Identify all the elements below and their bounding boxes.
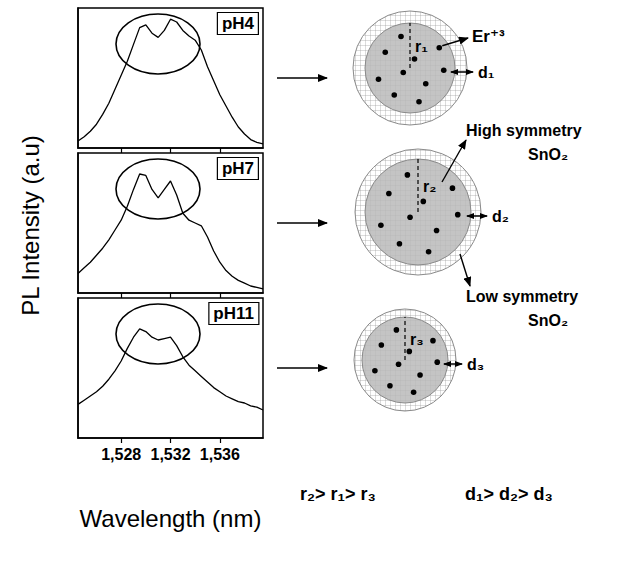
svg-text:High symmetry: High symmetry [466,122,582,139]
svg-text:SnO₂: SnO₂ [528,146,568,163]
svg-text:1,528: 1,528 [101,446,141,463]
svg-text:pH7: pH7 [222,159,254,178]
svg-text:Wavelength (nm): Wavelength (nm) [80,505,262,532]
svg-text:pH11: pH11 [213,304,254,323]
svg-text:pH4: pH4 [222,14,255,33]
svg-text:r₃: r₃ [410,331,424,348]
svg-text:d₁: d₁ [478,64,495,81]
svg-text:Er⁺³: Er⁺³ [472,27,505,46]
svg-text:1,532: 1,532 [150,446,190,463]
svg-text:r₂> r₁> r₃: r₂> r₁> r₃ [300,484,376,504]
svg-text:d₂: d₂ [492,208,509,225]
svg-text:r₂: r₂ [423,178,436,195]
svg-text:d₁> d₂> d₃: d₁> d₂> d₃ [465,484,553,504]
svg-text:PL Intensity (a.u): PL Intensity (a.u) [17,135,44,316]
svg-text:r₁: r₁ [415,38,428,55]
svg-text:1,536: 1,536 [200,446,240,463]
svg-text:d₃: d₃ [467,356,484,373]
svg-text:SnO₂: SnO₂ [528,312,568,329]
svg-text:Low symmetry: Low symmetry [466,288,578,305]
